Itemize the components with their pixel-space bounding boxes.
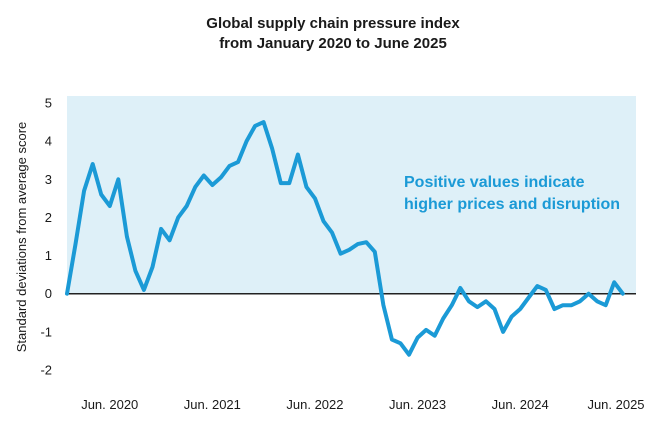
x-tick-label: Jun. 2022 <box>286 397 343 412</box>
x-tick-label: Jun. 2025 <box>587 397 644 412</box>
y-tick-label: 0 <box>45 286 52 301</box>
series-line <box>65 120 625 357</box>
y-tick-label: 4 <box>45 134 52 149</box>
annotation-line-2: higher prices and disruption <box>404 196 620 213</box>
y-tick-label: -2 <box>40 363 52 378</box>
chart-subtitle: from January 2020 to June 2025 <box>219 35 447 52</box>
y-tick-label: 1 <box>45 248 52 263</box>
x-tick-label: Jun. 2024 <box>492 397 549 412</box>
x-tick-label: Jun. 2021 <box>184 397 241 412</box>
y-axis-ticks: 5 4 3 2 1 0 -1 -2 <box>40 96 52 378</box>
chart-title: Global supply chain pressure index <box>206 15 460 32</box>
positive-region-shading <box>67 96 636 294</box>
x-tick-label: Jun. 2023 <box>389 397 446 412</box>
y-axis-label: Standard deviations from average score <box>14 122 29 353</box>
y-tick-label: 2 <box>45 210 52 225</box>
x-axis-ticks: Jun. 2020 Jun. 2021 Jun. 2022 Jun. 2023 Jun.… <box>81 397 644 412</box>
y-tick-label: 5 <box>45 96 52 111</box>
annotation-line-1: Positive values indicate <box>404 174 585 191</box>
y-tick-label: -1 <box>40 324 52 339</box>
y-tick-label: 3 <box>45 172 52 187</box>
chart-title-block: Global supply chain pressure index from … <box>0 14 666 54</box>
x-tick-label: Jun. 2020 <box>81 397 138 412</box>
